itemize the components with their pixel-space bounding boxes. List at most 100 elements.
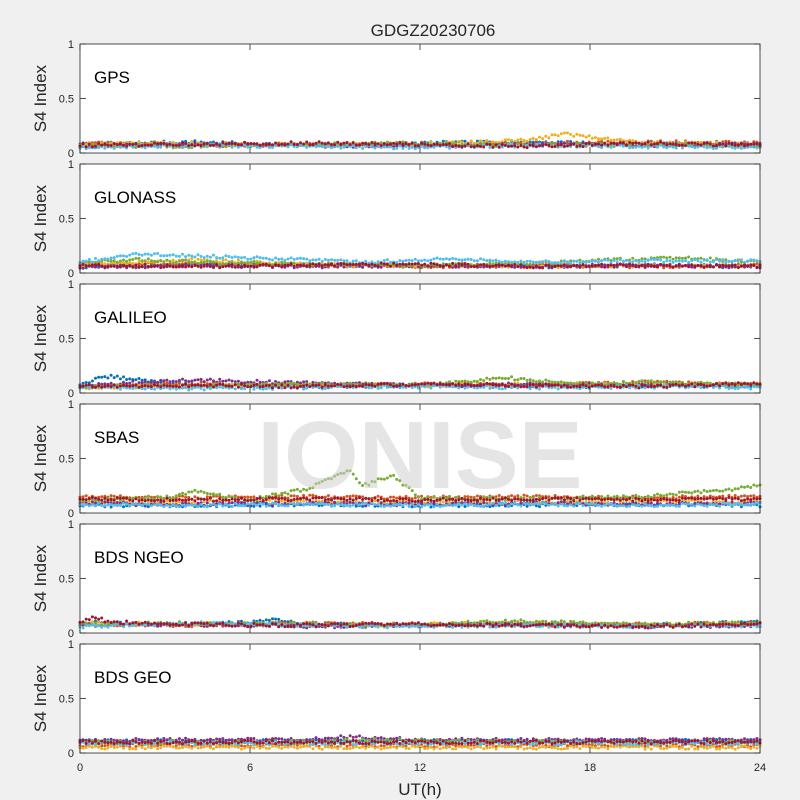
data-point: [153, 144, 156, 148]
y-tick-label: 0.5: [59, 334, 74, 346]
data-point: [215, 256, 219, 260]
data-point: [137, 495, 141, 499]
data-point: [621, 144, 625, 148]
data-point: [109, 259, 113, 263]
data-point: [662, 260, 666, 264]
data-point: [305, 257, 309, 261]
data-point: [671, 265, 675, 269]
data-point: [348, 262, 352, 266]
data-point: [581, 145, 585, 149]
y-tick-label: 0: [68, 148, 74, 160]
data-point: [131, 143, 135, 146]
data-point: [149, 143, 153, 147]
data-point: [469, 139, 473, 143]
data-point: [559, 261, 563, 265]
data-point: [451, 382, 455, 386]
data-point: [475, 139, 479, 143]
data-point: [404, 384, 408, 388]
data-point: [426, 381, 430, 385]
data-point: [100, 257, 104, 261]
data-point: [640, 263, 644, 267]
data-point: [267, 142, 271, 146]
data-point: [81, 384, 85, 388]
data-point: [81, 263, 85, 266]
data-point: [227, 378, 231, 382]
data-point: [106, 384, 110, 388]
data-point: [140, 144, 144, 147]
data-point: [205, 145, 209, 149]
data-point: [497, 140, 501, 144]
data-point: [457, 265, 461, 268]
data-point: [392, 263, 396, 267]
data-point: [718, 143, 722, 146]
data-point: [553, 144, 557, 148]
data-point: [379, 386, 383, 390]
data-point: [432, 381, 436, 385]
data-point: [466, 262, 470, 266]
data-point: [485, 376, 489, 380]
data-point: [336, 140, 340, 144]
data-point: [572, 134, 576, 138]
data-point: [370, 141, 374, 144]
data-point: [361, 262, 365, 265]
data-point: [264, 143, 268, 147]
data-point: [566, 139, 569, 143]
data-point: [659, 258, 663, 262]
panel-label: GPS: [94, 68, 130, 87]
data-point: [507, 263, 510, 267]
data-point: [491, 264, 495, 268]
data-point: [472, 384, 476, 388]
data-point: [407, 143, 411, 146]
data-point: [246, 495, 250, 499]
data-point: [671, 257, 675, 261]
data-point: [103, 384, 107, 388]
data-point: [240, 143, 243, 147]
data-point: [385, 385, 389, 389]
data-point: [240, 382, 243, 386]
data-point: [230, 379, 234, 383]
data-point: [553, 142, 557, 146]
data-point: [612, 141, 616, 145]
data-point: [109, 373, 113, 377]
data-point: [153, 141, 156, 145]
data-point: [274, 144, 278, 148]
data-point: [562, 259, 566, 263]
data-point: [680, 259, 684, 263]
data-point: [289, 140, 293, 144]
data-point: [544, 378, 548, 382]
data-point: [122, 258, 125, 262]
data-point: [544, 259, 548, 263]
data-point: [94, 260, 97, 264]
data-point: [680, 383, 684, 387]
data-point: [165, 258, 169, 262]
data-point: [500, 145, 504, 149]
data-point: [479, 384, 482, 388]
data-point: [696, 145, 700, 149]
data-point: [140, 381, 144, 385]
data-point: [171, 384, 175, 388]
data-point: [628, 386, 632, 390]
data-point: [618, 137, 622, 141]
data-point: [528, 262, 532, 266]
data-point: [637, 260, 641, 264]
data-point: [541, 266, 545, 270]
data-point: [295, 263, 299, 267]
data-point: [100, 385, 104, 389]
data-point: [457, 139, 461, 143]
data-point: [274, 263, 278, 267]
data-point: [87, 383, 91, 387]
data-point: [277, 382, 281, 386]
data-point: [593, 142, 597, 146]
data-point: [724, 381, 728, 385]
data-point: [367, 386, 371, 390]
data-point: [398, 144, 402, 148]
data-point: [162, 260, 166, 264]
data-point: [314, 258, 318, 262]
data-point: [255, 255, 259, 259]
data-point: [261, 387, 265, 391]
data-point: [693, 258, 697, 262]
data-point: [271, 143, 274, 147]
data-point: [190, 254, 194, 258]
data-point: [134, 251, 138, 255]
data-point: [122, 261, 125, 265]
